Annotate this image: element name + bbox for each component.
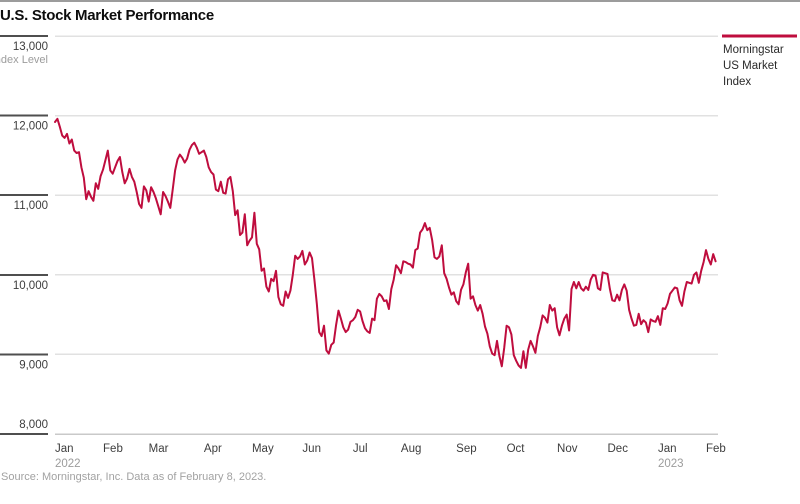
x-axis-label-feb: Feb (103, 443, 123, 455)
legend-label-line2: US Market (723, 60, 778, 72)
x-axis-label-oct: Oct (507, 443, 526, 455)
x-axis-label-jul: Jul (353, 443, 368, 455)
source-note: Source: Morningstar, Inc. Data as of Feb… (1, 471, 267, 483)
x-axis-label-aug: Aug (401, 443, 421, 455)
y-axis-label-9000: 9,000 (19, 359, 48, 371)
chart-title: U.S. Stock Market Performance (0, 7, 214, 24)
x-axis-label-feb: Feb (706, 443, 726, 455)
y-axis-label-10000: 10,000 (13, 280, 48, 292)
top-border-rule (0, 0, 800, 2)
x-axis-label-jun: Jun (302, 443, 321, 455)
x-axis-label-jan: Jan (658, 443, 677, 455)
y-axis-label-13000: 13,000 (13, 41, 48, 53)
x-axis-label-nov: Nov (557, 443, 578, 455)
x-axis-label-jan: Jan (55, 443, 74, 455)
legend-label-line1: Morningstar (723, 44, 784, 56)
legend-label-line3: Index (723, 76, 752, 88)
market-index-line-series (54, 117, 717, 369)
x-axis-label-may: May (252, 443, 274, 455)
y-axis-label-11000: 11,000 (14, 200, 48, 212)
x-axis-year-2022: 2022 (55, 458, 81, 470)
x-axis-year-2023: 2023 (658, 458, 684, 470)
x-axis-label-mar: Mar (149, 443, 169, 455)
x-axis-label-sep: Sep (456, 443, 476, 455)
y-axis-label-8000: 8,000 (19, 419, 48, 431)
y-axis-label-12000: 12,000 (13, 121, 48, 133)
x-axis-label-apr: Apr (204, 443, 222, 455)
y-axis-unit-label: Index Level (0, 54, 48, 66)
chart-legend: Morningstar US Market Index (723, 42, 799, 90)
x-axis-label-dec: Dec (608, 443, 629, 455)
